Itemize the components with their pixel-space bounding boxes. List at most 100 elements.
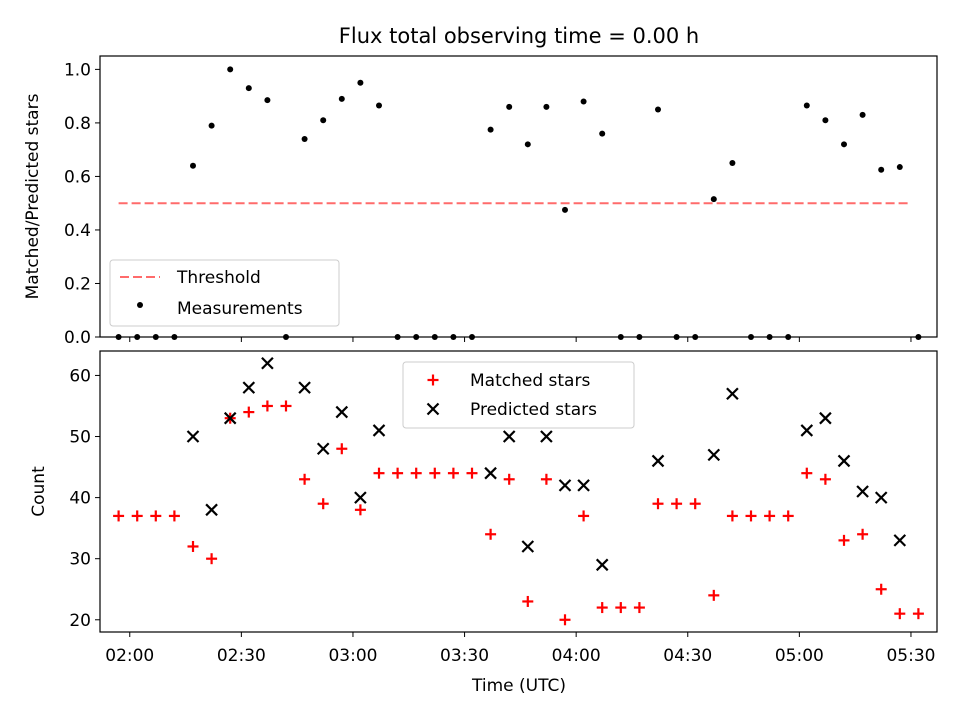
matched-star-point: [150, 510, 162, 522]
predicted-star-point: [223, 411, 237, 425]
measurement-point: [320, 117, 327, 124]
predicted-star-point: [707, 448, 721, 462]
measurement-point: [245, 85, 252, 92]
matched-star-point: [206, 553, 218, 565]
matched-star-point: [764, 510, 776, 522]
predicted-star-point: [540, 430, 553, 443]
predicted-star-point: [484, 466, 497, 480]
count-xtick-label: 04:00: [552, 646, 601, 666]
measurement-point: [878, 166, 885, 173]
measurement-point: [338, 95, 345, 102]
matched-star-point: [819, 473, 831, 485]
matched-star-point: [429, 467, 441, 479]
matched-star-point: [373, 467, 385, 479]
predicted-star-point: [521, 540, 535, 553]
matched-star-point: [168, 510, 180, 522]
legend-box: [402, 361, 635, 429]
matched-star-point: [633, 602, 645, 614]
matched-star-point: [410, 467, 422, 479]
predicted-star-point: [558, 479, 572, 492]
matched-star-point: [522, 595, 534, 607]
legend-matched-label: Matched stars: [470, 371, 590, 391]
matched-star-point: [187, 540, 199, 552]
ratio-legend: Threshold Measurements: [109, 259, 340, 327]
matched-star-point: [857, 528, 869, 540]
matched-star-point: [503, 473, 515, 485]
measurement-point: [562, 206, 568, 213]
matched-star-point: [485, 528, 497, 540]
count-ytick-label: 50: [69, 428, 91, 448]
matched-star-point: [261, 400, 273, 412]
count-ytick-label: 60: [69, 366, 91, 386]
predicted-star-point: [186, 430, 200, 443]
measurement-point: [822, 117, 829, 124]
predicted-star-point: [595, 558, 609, 572]
matched-star-point: [894, 608, 906, 620]
predicted-star-point: [726, 387, 739, 401]
matched-star-point: [447, 467, 459, 479]
matched-star-point: [745, 510, 757, 522]
matched-star-point: [782, 510, 794, 522]
predicted-star-point: [819, 411, 832, 425]
legend-measurements-swatch: [137, 302, 143, 308]
measurement-point: [841, 141, 847, 148]
measurement-point: [710, 196, 717, 203]
measurement-point: [376, 102, 382, 109]
legend-box: [109, 259, 340, 327]
matched-star-point: [726, 510, 738, 522]
matched-star-point: [875, 583, 887, 595]
count-xtick-label: 02:00: [105, 646, 154, 666]
ratio-axes: 0.0 0.2 0.4 0.6 0.8 1.0 Matched/Predicted star…: [23, 55, 938, 348]
matched-star-point: [671, 498, 683, 510]
count-xtick-label: 03:30: [440, 646, 489, 666]
matched-star-point: [113, 510, 125, 522]
predicted-star-point: [893, 534, 907, 547]
ratio-y-axis-label: Matched/Predicted stars: [23, 93, 43, 299]
measurement-point: [543, 103, 550, 110]
matched-star-point: [336, 443, 348, 455]
predicted-star-point: [502, 430, 516, 443]
measurement-point: [301, 135, 308, 142]
matched-star-point: [559, 614, 571, 626]
predicted-star-point: [335, 405, 349, 419]
measurement-point: [859, 111, 866, 118]
matched-star-point: [354, 504, 366, 516]
count-xtick-label: 05:00: [775, 646, 824, 666]
count-xtick-label: 05:30: [886, 646, 935, 666]
ratio-plot-frame: [99, 55, 938, 338]
ratio-ytick-label: 0.2: [64, 274, 91, 294]
matched-star-point: [317, 498, 329, 510]
legend-matched-swatch: [427, 374, 439, 386]
count-xtick-label: 02:30: [217, 646, 266, 666]
count-axes: 20 30 40 50 60 02:00 02:30 03:00 03:30 04:00 04:30…: [29, 350, 938, 666]
measurement-point: [264, 97, 271, 104]
predicted-star-point: [856, 485, 869, 498]
matched-star-point: [652, 498, 664, 510]
count-xtick-label: 04:30: [663, 646, 712, 666]
matched-star-point: [708, 589, 720, 601]
predicted-star-point: [800, 424, 814, 437]
count-legend: Matched stars Predicted stars: [402, 361, 635, 429]
count-ytick-label: 20: [69, 611, 91, 631]
matched-star-point: [801, 467, 813, 479]
matched-star-point: [596, 602, 608, 614]
ratio-ytick-label: 0.8: [64, 114, 91, 134]
measurement-point: [208, 122, 215, 129]
predicted-star-point: [651, 454, 665, 468]
measurement-point: [729, 160, 736, 167]
ratio-ytick-label: 0.4: [64, 221, 91, 241]
matched-star-point: [578, 510, 590, 522]
matched-star-point: [392, 467, 404, 479]
measurement-point: [803, 102, 810, 109]
predicted-star-point: [261, 356, 274, 370]
matched-star-point: [689, 498, 701, 510]
matched-star-point: [838, 534, 850, 546]
predicted-star-point: [837, 454, 851, 468]
count-ytick-label: 40: [69, 489, 91, 509]
predicted-star-point: [316, 442, 330, 456]
matched-star-point: [243, 406, 255, 418]
measurement-point: [655, 106, 661, 113]
legend-predicted-swatch: [426, 402, 440, 416]
count-plot-frame: [99, 350, 938, 633]
legend-threshold-label: Threshold: [176, 268, 261, 288]
